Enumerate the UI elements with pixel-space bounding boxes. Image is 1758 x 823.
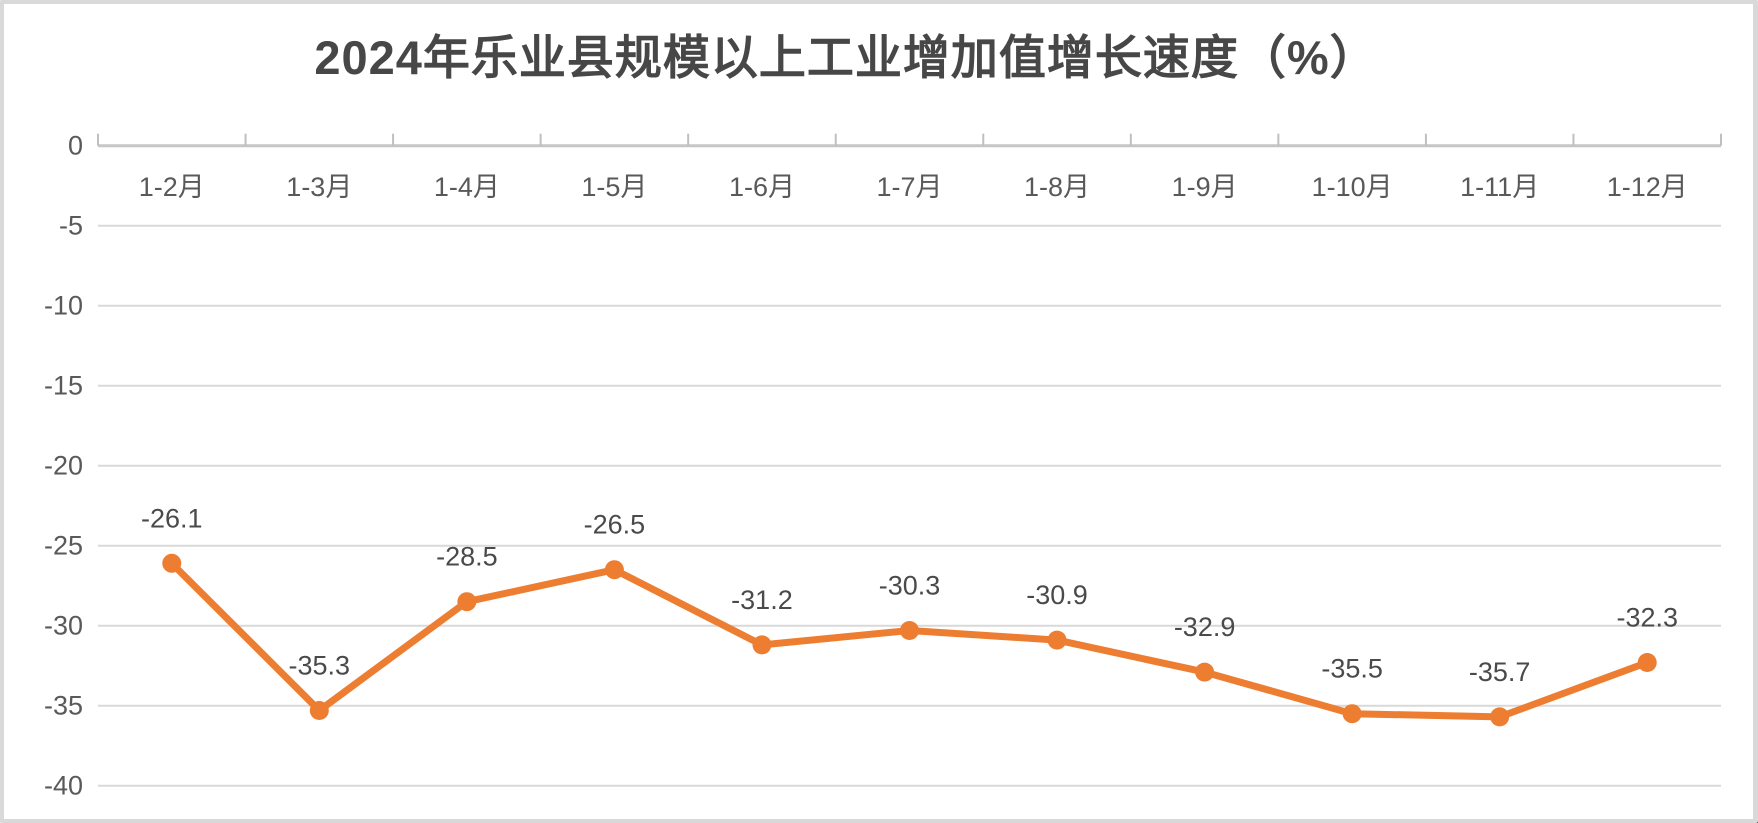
x-axis-category-label: 1-11月 xyxy=(1460,172,1539,202)
data-point-marker xyxy=(1637,653,1657,672)
data-point-label: -28.5 xyxy=(436,542,498,572)
y-axis-tick-label: -25 xyxy=(44,531,83,561)
y-axis-tick-label: -20 xyxy=(44,451,83,481)
data-point-marker xyxy=(1342,704,1362,724)
x-axis-category-label: 1-4月 xyxy=(434,172,500,202)
data-point-label: -32.3 xyxy=(1616,603,1678,633)
data-point-label: -26.1 xyxy=(141,503,203,533)
x-axis-category-label: 1-3月 xyxy=(286,172,352,202)
x-axis-category-label: 1-2月 xyxy=(139,172,205,202)
data-point-label: -35.7 xyxy=(1469,657,1531,687)
y-axis-tick-label: -10 xyxy=(44,291,83,321)
data-point-marker xyxy=(162,553,182,573)
data-point-label: -35.3 xyxy=(289,651,351,681)
x-axis-category-label: 1-12月 xyxy=(1607,172,1688,202)
data-point-marker xyxy=(1195,662,1215,682)
chart-title: 2024年乐业县规模以上工业增加值增长速度（%） xyxy=(314,31,1378,84)
y-axis-tick-label: 0 xyxy=(68,131,83,161)
data-point-label: -35.5 xyxy=(1321,654,1383,684)
x-axis-category-label: 1-10月 xyxy=(1312,172,1393,202)
data-point-marker xyxy=(309,701,329,720)
y-axis-tick-label: -40 xyxy=(44,771,83,801)
data-point-marker xyxy=(1047,630,1067,650)
data-point-label: -26.5 xyxy=(584,510,646,540)
line-chart: 0 -5 -10 -15 -20 -25 -30 -35 -40 1-2月 1-3月 1-4月 1-5月… xyxy=(44,131,1722,801)
data-point-label: -32.9 xyxy=(1174,612,1236,642)
y-axis-tick-label: -5 xyxy=(59,211,83,241)
x-axis-category-label: 1-7月 xyxy=(876,172,942,202)
data-point-marker xyxy=(457,592,477,612)
y-axis-tick-label: -35 xyxy=(44,691,83,721)
data-point-label: -30.9 xyxy=(1026,580,1088,610)
x-axis-category-label: 1-8月 xyxy=(1024,172,1090,202)
x-axis-category-label: 1-9月 xyxy=(1172,172,1238,202)
data-point-marker xyxy=(752,635,772,655)
x-axis-category-label: 1-5月 xyxy=(581,172,647,202)
x-axis-category-label: 1-6月 xyxy=(729,172,795,202)
data-point-marker xyxy=(604,560,624,580)
data-point-marker xyxy=(900,621,919,640)
y-axis-tick-label: -15 xyxy=(44,371,83,401)
data-point-label: -30.3 xyxy=(879,571,941,601)
data-point-label: -31.2 xyxy=(731,585,793,615)
y-axis-tick-label: -30 xyxy=(44,611,83,641)
data-point-marker xyxy=(1490,707,1510,727)
